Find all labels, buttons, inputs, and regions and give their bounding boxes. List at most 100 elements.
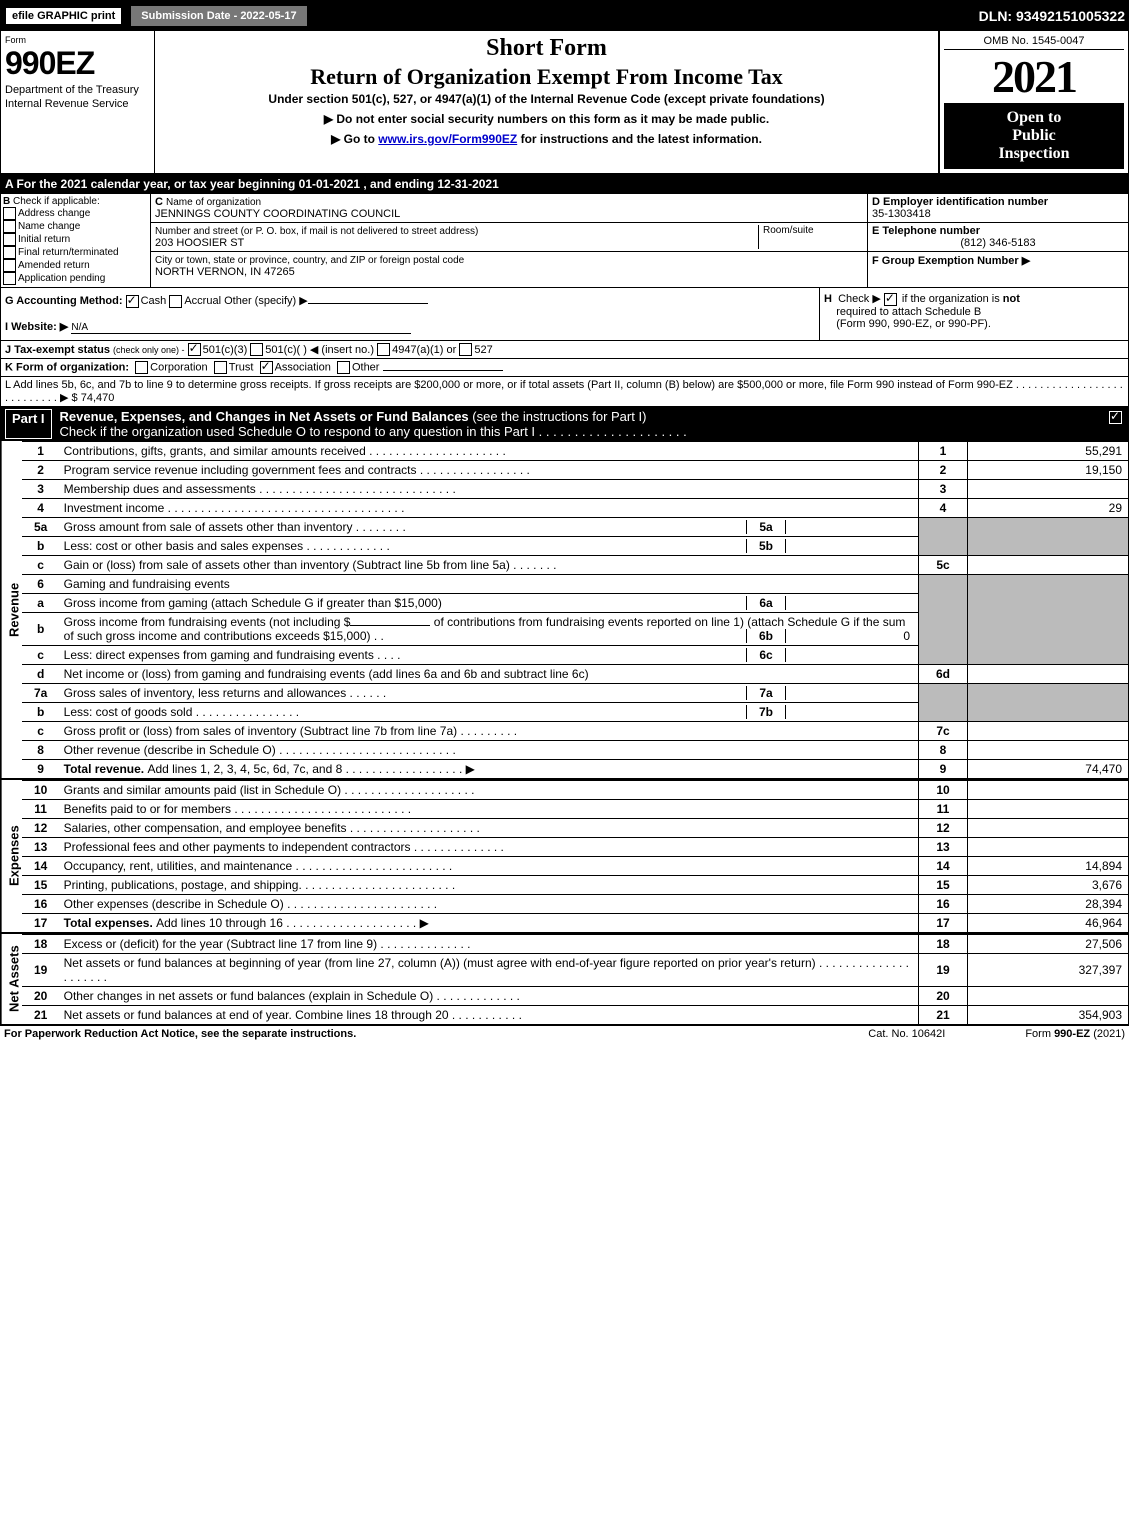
dept-irs: Internal Revenue Service bbox=[5, 98, 150, 110]
amount-19: 327,397 bbox=[968, 954, 1129, 987]
amount-3 bbox=[968, 480, 1129, 499]
checkbox-assoc[interactable] bbox=[260, 361, 273, 374]
submission-date: Submission Date - 2022-05-17 bbox=[129, 4, 308, 28]
ein-value: 35-1303418 bbox=[872, 208, 931, 220]
org-name: JENNINGS COUNTY COORDINATING COUNCIL bbox=[155, 208, 400, 220]
line-15: 15Printing, publications, postage, and s… bbox=[22, 876, 1128, 895]
org-city: NORTH VERNON, IN 47265 bbox=[155, 266, 295, 278]
form-number: 990EZ bbox=[5, 45, 150, 82]
line-j: J Tax-exempt status (check only one) - 5… bbox=[1, 340, 1128, 359]
checkbox-501c3[interactable] bbox=[188, 343, 201, 356]
room-suite: Room/suite bbox=[758, 225, 863, 249]
return-title: Return of Organization Exempt From Incom… bbox=[163, 64, 930, 90]
open-to-public-badge: Open to Public Inspection bbox=[944, 103, 1124, 169]
amount-17: 46,964 bbox=[968, 914, 1129, 933]
phone-label: E Telephone number bbox=[872, 225, 980, 237]
checkbox-4947[interactable] bbox=[377, 343, 390, 356]
line-17: 17Total expenses. Add lines 10 through 1… bbox=[22, 914, 1128, 933]
gross-receipts-amount: 74,470 bbox=[81, 392, 115, 404]
section-b: B Check if applicable: Address change Na… bbox=[1, 194, 151, 287]
tax-year: 2021 bbox=[944, 50, 1124, 103]
dln: DLN: 93492151005322 bbox=[979, 8, 1125, 24]
line-18: 18Excess or (deficit) for the year (Subt… bbox=[22, 935, 1128, 954]
amount-2: 19,150 bbox=[968, 461, 1129, 480]
checkbox-amended[interactable] bbox=[3, 259, 16, 272]
checkbox-527[interactable] bbox=[459, 343, 472, 356]
checkbox-cash[interactable] bbox=[126, 295, 139, 308]
line-9: 9Total revenue. Add lines 1, 2, 3, 4, 5c… bbox=[22, 760, 1128, 779]
line-7c: cGross profit or (loss) from sales of in… bbox=[22, 722, 1128, 741]
subtitle: Under section 501(c), 527, or 4947(a)(1)… bbox=[163, 92, 930, 106]
line-l: L Add lines 5b, 6c, and 7b to line 9 to … bbox=[1, 376, 1128, 406]
section-b-c-d: B Check if applicable: Address change Na… bbox=[1, 193, 1128, 287]
line-1: 1Contributions, gifts, grants, and simil… bbox=[22, 442, 1128, 461]
goto-note: ▶ Go to www.irs.gov/Form990EZ for instru… bbox=[163, 132, 930, 146]
efile-print-button[interactable]: efile GRAPHIC print bbox=[4, 6, 123, 26]
checkbox-accrual[interactable] bbox=[169, 295, 182, 308]
short-form-title: Short Form bbox=[163, 35, 930, 62]
part-1-header: Part I Revenue, Expenses, and Changes in… bbox=[1, 406, 1128, 441]
amount-14: 14,894 bbox=[968, 857, 1129, 876]
line-i-label: I Website: ▶ bbox=[5, 321, 68, 333]
line-3: 3Membership dues and assessments . . . .… bbox=[22, 480, 1128, 499]
dept-treasury: Department of the Treasury bbox=[5, 84, 150, 96]
label-final-return: Final return/terminated bbox=[18, 247, 119, 258]
line-20: 20Other changes in net assets or fund ba… bbox=[22, 987, 1128, 1006]
line-19: 19Net assets or fund balances at beginni… bbox=[22, 954, 1128, 987]
checkbox-initial-return[interactable] bbox=[3, 233, 16, 246]
form-container: efile GRAPHIC print Submission Date - 20… bbox=[0, 0, 1129, 1025]
line-a: A For the 2021 calendar year, or tax yea… bbox=[1, 175, 1128, 193]
line-2: 2Program service revenue including gover… bbox=[22, 461, 1128, 480]
line-8: 8Other revenue (describe in Schedule O) … bbox=[22, 741, 1128, 760]
amount-16: 28,394 bbox=[968, 895, 1129, 914]
checkbox-name-change[interactable] bbox=[3, 220, 16, 233]
line-5c: cGain or (loss) from sale of assets othe… bbox=[22, 556, 1128, 575]
footer-left: For Paperwork Reduction Act Notice, see … bbox=[4, 1028, 356, 1040]
amount-21: 354,903 bbox=[968, 1006, 1129, 1025]
amount-1: 55,291 bbox=[968, 442, 1129, 461]
section-d-e-f: D Employer identification number 35-1303… bbox=[867, 194, 1128, 287]
line-g-h: G Accounting Method: Cash Accrual Other … bbox=[1, 287, 1128, 340]
expenses-section: Expenses 10Grants and similar amounts pa… bbox=[1, 778, 1128, 932]
ein-label: D Employer identification number bbox=[872, 196, 1048, 208]
amount-4: 29 bbox=[968, 499, 1129, 518]
net-assets-section: Net Assets 18Excess or (deficit) for the… bbox=[1, 932, 1128, 1024]
section-c: C Name of organization JENNINGS COUNTY C… bbox=[151, 194, 867, 287]
checkbox-part1[interactable] bbox=[1109, 411, 1122, 424]
footer-cat: Cat. No. 10642I bbox=[868, 1028, 945, 1040]
group-exemption-label: F Group Exemption Number ▶ bbox=[872, 255, 1030, 267]
checkbox-address-change[interactable] bbox=[3, 207, 16, 220]
line-13: 13Professional fees and other payments t… bbox=[22, 838, 1128, 857]
net-assets-side-label: Net Assets bbox=[1, 934, 22, 1024]
amount-6b: 0 bbox=[785, 629, 914, 643]
org-address: 203 HOOSIER ST bbox=[155, 237, 244, 249]
line-4: 4Investment income . . . . . . . . . . .… bbox=[22, 499, 1128, 518]
omb-number: OMB No. 1545-0047 bbox=[944, 35, 1124, 50]
expenses-side-label: Expenses bbox=[1, 780, 22, 932]
label-name-change: Name change bbox=[18, 221, 80, 232]
checkbox-corp[interactable] bbox=[135, 361, 148, 374]
checkbox-application-pending[interactable] bbox=[3, 272, 16, 285]
checkbox-trust[interactable] bbox=[214, 361, 227, 374]
line-11: 11Benefits paid to or for members . . . … bbox=[22, 800, 1128, 819]
ssn-note: ▶ Do not enter social security numbers o… bbox=[163, 112, 930, 126]
form-label: Form bbox=[5, 35, 150, 45]
irs-link[interactable]: www.irs.gov/Form990EZ bbox=[378, 132, 517, 146]
footer-form: Form 990-EZ (2021) bbox=[1025, 1028, 1125, 1040]
line-14: 14Occupancy, rent, utilities, and mainte… bbox=[22, 857, 1128, 876]
line-5a: 5aGross amount from sale of assets other… bbox=[22, 518, 1128, 537]
line-21: 21Net assets or fund balances at end of … bbox=[22, 1006, 1128, 1025]
amount-18: 27,506 bbox=[968, 935, 1129, 954]
checkbox-501c[interactable] bbox=[250, 343, 263, 356]
checkbox-final-return[interactable] bbox=[3, 246, 16, 259]
phone-value: (812) 346-5183 bbox=[872, 237, 1124, 249]
line-6d: dNet income or (loss) from gaming and fu… bbox=[22, 665, 1128, 684]
checkbox-other[interactable] bbox=[337, 361, 350, 374]
amount-15: 3,676 bbox=[968, 876, 1129, 895]
revenue-side-label: Revenue bbox=[1, 441, 22, 778]
checkbox-h[interactable] bbox=[884, 293, 897, 306]
top-bar: efile GRAPHIC print Submission Date - 20… bbox=[1, 1, 1128, 31]
form-header: Form 990EZ Department of the Treasury In… bbox=[1, 31, 1128, 175]
line-k: K Form of organization: Corporation Trus… bbox=[1, 358, 1128, 376]
line-10: 10Grants and similar amounts paid (list … bbox=[22, 781, 1128, 800]
